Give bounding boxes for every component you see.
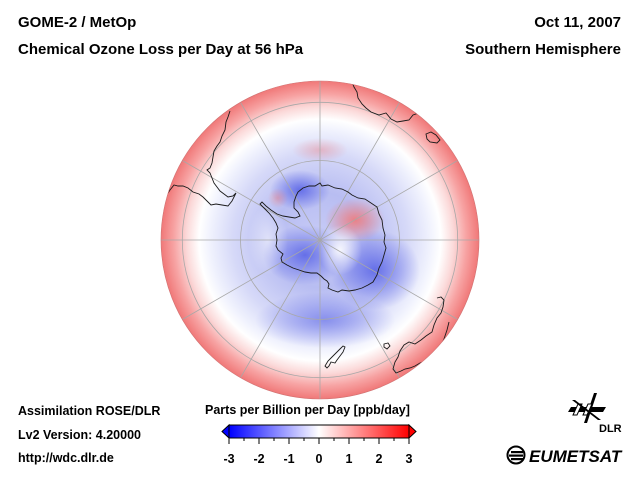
date-label: Oct 11, 2007: [534, 14, 621, 31]
dlr-text: DLR: [599, 423, 622, 434]
colorbar-ticks: -3 -2 -1 0 1 2 3: [223, 438, 413, 466]
colorbar-tick-label: 1: [346, 452, 353, 466]
globe: [161, 81, 479, 399]
meridian-line: [240, 102, 321, 241]
eumetsat-globe-icon: [506, 445, 526, 465]
field-high-blob: [268, 188, 288, 208]
meridian-line: [319, 239, 458, 320]
colorbar-tick-label: 3: [406, 452, 413, 466]
assimilation-label: Assimilation ROSE/DLR: [18, 404, 161, 418]
coastline-madagascar: [425, 131, 441, 144]
colorbar-tick-label: -2: [253, 452, 264, 466]
colorbar-tick-label: 0: [316, 452, 323, 466]
version-label: Lv2 Version: 4.20000: [18, 428, 141, 442]
meridian-line: [319, 239, 400, 378]
graticule: [161, 81, 479, 399]
coastline-new-zealand: [324, 345, 346, 369]
meridian-line: [319, 102, 400, 241]
globe-outline: [160, 80, 480, 400]
meridian-line: [182, 160, 321, 241]
colorbar-gradient: [228, 424, 410, 439]
field-neutral-blob: [318, 225, 362, 275]
instrument-title: GOME-2 / MetOp: [18, 14, 137, 31]
colorbar-tick-label: -1: [283, 452, 294, 466]
field-low-blob: [255, 292, 395, 348]
coastline-africa: [351, 81, 425, 123]
meridian-line: [182, 239, 321, 320]
hemisphere-label: Southern Hemisphere: [465, 41, 621, 58]
colorbar-extend-high: [408, 423, 417, 440]
coastline-south-america: [162, 110, 237, 207]
meridian-line: [240, 239, 321, 378]
product-title: Chemical Ozone Loss per Day at 56 hPa: [18, 41, 304, 58]
coastline-antarctica: [259, 182, 387, 293]
meridian-line: [319, 160, 458, 241]
eumetsat-logo: EUMETSAT: [506, 445, 623, 466]
dlr-logo: DLR: [568, 393, 622, 434]
colorbar-tick-label: 2: [376, 452, 383, 466]
url-link[interactable]: http://wdc.dlr.de: [18, 451, 114, 465]
colorbar-tick-label: -3: [223, 452, 234, 466]
colorbar-extend-low: [221, 423, 230, 440]
dlr-emblem-icon: [568, 393, 606, 423]
coastline-tasmania: [383, 342, 391, 350]
eumetsat-text: EUMETSAT: [529, 447, 623, 466]
colorbar-title: Parts per Billion per Day [ppb/day]: [205, 403, 410, 417]
